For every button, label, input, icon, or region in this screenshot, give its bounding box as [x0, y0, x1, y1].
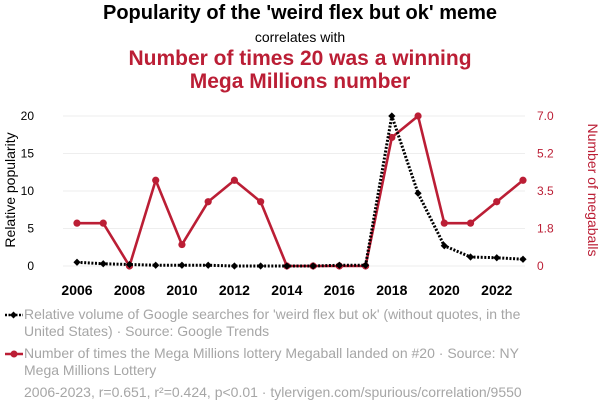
data-point-lottery [493, 198, 501, 206]
chart-series [73, 112, 527, 270]
x-tick-label: 2020 [429, 282, 460, 298]
data-point-lottery [519, 176, 527, 184]
left-tick-label: 0 [27, 259, 34, 273]
data-point-meme [493, 254, 501, 262]
chart-title-secondary-line1: Number of times 20 was a winning [128, 47, 472, 70]
data-point-meme [335, 261, 343, 269]
data-point-lottery [178, 240, 186, 249]
left-tick-label: 10 [21, 184, 35, 198]
data-point-meme [388, 112, 396, 120]
x-tick-label: 2012 [219, 282, 250, 298]
data-point-lottery [466, 219, 475, 227]
chart-title-secondary-line2: Mega Millions number [189, 70, 411, 93]
chart-title: Popularity of the 'weird flex but ok' me… [102, 2, 498, 24]
data-point-lottery [388, 133, 396, 142]
data-point-meme [125, 260, 134, 269]
data-point-meme [414, 189, 422, 197]
chart-subtitle: correlates with [254, 29, 346, 45]
x-tick-label: 2010 [166, 282, 197, 298]
data-point-meme [283, 262, 291, 270]
right-tick-label: 5.2 [537, 147, 554, 161]
legend-label-lottery: Number of times the Mega Millions lotter… [24, 345, 519, 378]
series-line-lottery [77, 114, 524, 268]
gridlines [63, 115, 525, 267]
legend-key-lottery [5, 350, 23, 358]
legend-label-meme: Relative volume of Google searches for '… [24, 306, 521, 339]
right-tick-label: 0 [537, 259, 544, 273]
data-point-lottery [99, 219, 107, 227]
x-tick-label: 2006 [61, 282, 92, 298]
data-point-meme [204, 261, 212, 269]
data-point-meme [361, 261, 370, 269]
data-point-meme [178, 261, 186, 269]
right-tick-label: 3.5 [537, 184, 554, 198]
data-point-lottery [230, 176, 239, 184]
data-point-lottery [204, 198, 212, 206]
left-axis-label: Relative popularity [2, 132, 18, 247]
data-point-meme [73, 258, 81, 266]
x-tick-label: 2008 [114, 282, 145, 298]
footer-stats: 2006-2023, r=0.651, r²=0.424, p<0.01 · t… [24, 384, 522, 400]
data-point-lottery [440, 219, 448, 227]
data-point-meme [257, 262, 265, 270]
data-point-meme [152, 261, 160, 269]
data-point-meme [99, 260, 107, 268]
legend-key-meme [5, 311, 23, 319]
chart-title-secondary: Number of times 20 was a winning Mega Mi… [0, 47, 600, 93]
left-tick-label: 20 [21, 109, 35, 123]
x-tick-label: 2014 [271, 282, 302, 298]
right-axis-label: Number of megaballs [585, 123, 600, 256]
data-point-lottery [152, 176, 160, 184]
data-point-lottery [257, 198, 265, 206]
data-point-lottery [73, 219, 81, 227]
data-point-meme [230, 262, 239, 270]
data-point-meme [440, 242, 448, 250]
data-point-lottery [414, 112, 422, 120]
x-tick-label: 2018 [376, 282, 407, 298]
right-tick-label: 7.0 [537, 109, 554, 123]
data-point-meme [466, 253, 475, 261]
x-tick-label: 2022 [481, 282, 512, 298]
right-axis-ticks: 0 1.8 3.5 5.2 7.0 [537, 109, 554, 273]
left-axis-ticks: 0 5 10 15 20 [21, 109, 35, 273]
left-tick-label: 5 [27, 222, 34, 236]
right-tick-label: 1.8 [537, 222, 554, 236]
data-point-meme [309, 262, 317, 270]
x-tick-label: 2016 [324, 282, 355, 298]
left-tick-label: 15 [21, 147, 35, 161]
x-axis-ticks: 2006 2008 2010 2012 2014 2016 2018 2020 2022 [61, 282, 512, 298]
data-point-meme [519, 255, 527, 263]
